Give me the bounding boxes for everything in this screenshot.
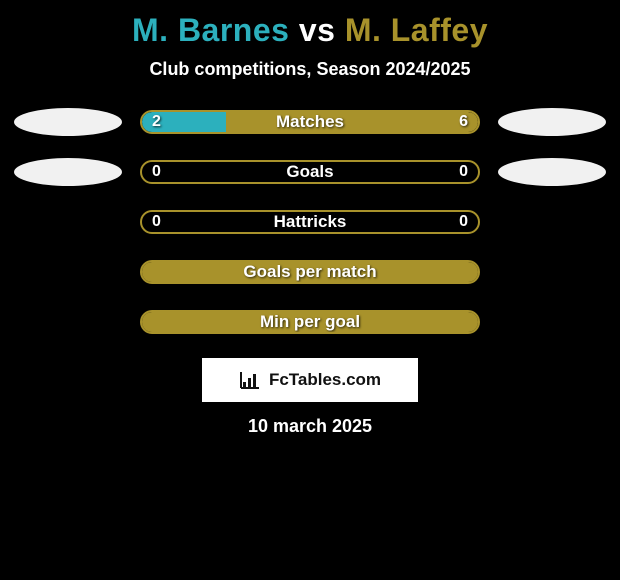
stat-row: 0 0Goals — [0, 158, 620, 186]
stat-label: Hattricks — [142, 212, 478, 232]
stat-row: 0 0Hattricks — [0, 208, 620, 236]
bar-fill-right — [226, 112, 478, 132]
player-left-marker — [14, 308, 122, 336]
player-right-marker — [498, 108, 606, 136]
chart-icon — [239, 370, 261, 390]
player-right-marker — [498, 258, 606, 286]
stat-value-left: 2 — [152, 112, 161, 132]
stat-value-right: 6 — [459, 112, 468, 132]
player-right-marker — [498, 308, 606, 336]
stat-bar: Goals per match — [140, 260, 480, 284]
stat-label: Goals — [142, 162, 478, 182]
stat-row: Min per goal — [0, 308, 620, 336]
player-left-name: M. Barnes — [132, 12, 289, 48]
player-left-marker — [14, 108, 122, 136]
comparison-card: M. Barnes vs M. Laffey Club competitions… — [0, 0, 620, 437]
stat-value-right: 0 — [459, 212, 468, 232]
player-left-marker — [14, 208, 122, 236]
stat-bar: 26Matches — [140, 110, 480, 134]
stat-bar: Min per goal — [140, 310, 480, 334]
brand-text: FcTables.com — [269, 370, 381, 390]
player-left-marker — [14, 158, 122, 186]
bar-fill — [142, 262, 478, 282]
stat-bar: 0 0Goals — [140, 160, 480, 184]
player-right-marker — [498, 158, 606, 186]
stat-rows: 26Matches00Goals00HattricksGoals per mat… — [0, 108, 620, 336]
brand-badge[interactable]: FcTables.com — [202, 358, 418, 402]
stat-value-left: 0 — [152, 212, 161, 232]
stat-value-right: 0 — [459, 162, 468, 182]
player-left-marker — [14, 258, 122, 286]
page-title: M. Barnes vs M. Laffey — [0, 12, 620, 49]
bar-fill — [142, 312, 478, 332]
player-right-name: M. Laffey — [345, 12, 488, 48]
stat-value-left: 0 — [152, 162, 161, 182]
stat-row: 26Matches — [0, 108, 620, 136]
vs-separator: vs — [299, 12, 336, 48]
date-text: 10 march 2025 — [0, 416, 620, 437]
stat-bar: 0 0Hattricks — [140, 210, 480, 234]
stat-row: Goals per match — [0, 258, 620, 286]
player-right-marker — [498, 208, 606, 236]
subtitle: Club competitions, Season 2024/2025 — [0, 59, 620, 80]
